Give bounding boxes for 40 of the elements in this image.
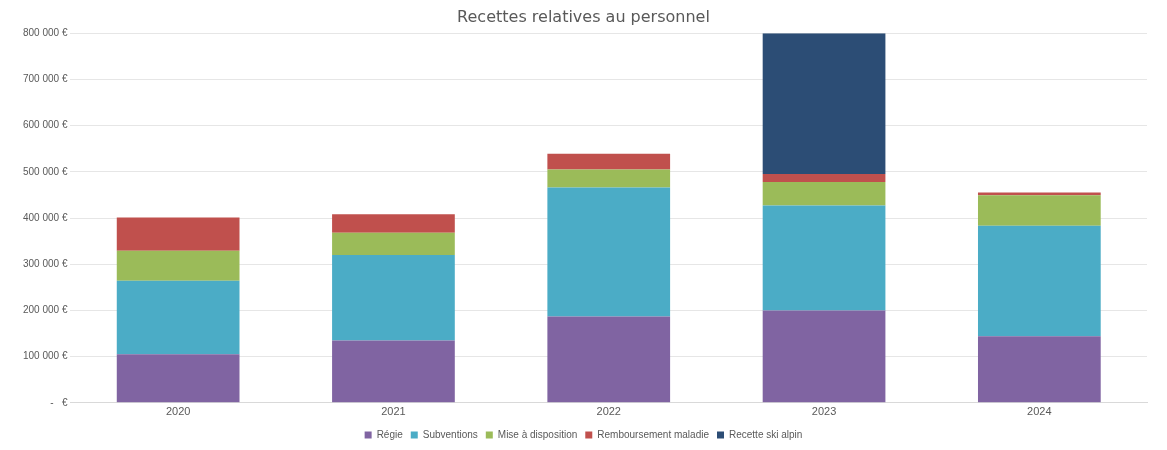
x-tick-label: 2020 [165, 405, 191, 418]
y-tick-label: 800 000 € [22, 26, 68, 38]
bar [762, 174, 886, 182]
chart-title: Recettes relatives au personnel [457, 6, 710, 26]
bar [332, 254, 455, 341]
bar [332, 214, 455, 233]
bar [762, 205, 886, 311]
y-tick-label: 200 000 € [22, 304, 68, 316]
bar [977, 195, 1101, 226]
bar [762, 33, 886, 175]
x-tick-label: 2021 [381, 405, 406, 418]
y-tick-label: 100 000 € [22, 350, 68, 362]
bar [977, 225, 1101, 337]
legend-label: Recette ski alpin [729, 428, 803, 440]
bar [116, 250, 240, 281]
y-tick-label: 400 000 € [22, 211, 68, 223]
legend-label: Remboursement maladie [597, 428, 710, 440]
bar [547, 169, 671, 188]
y-tick-label: 300 000 € [22, 257, 68, 269]
y-tick-label: 600 000 € [22, 119, 68, 131]
bar [762, 310, 886, 403]
y-tick-label: 700 000 € [22, 73, 68, 85]
bar [547, 187, 671, 317]
bar [332, 340, 455, 403]
bar [116, 280, 240, 355]
legend-label: Subventions [422, 428, 478, 440]
bar [547, 153, 671, 170]
bar [762, 181, 886, 206]
y-tick-label: - € [50, 396, 68, 408]
bar [116, 354, 240, 403]
bar [116, 217, 240, 251]
y-tick-label: 500 000 € [22, 165, 68, 177]
x-tick-label: 2024 [1027, 405, 1052, 418]
x-tick-label: 2022 [596, 405, 621, 418]
legend-label: Mise à disposition [497, 428, 578, 440]
bar [547, 316, 671, 403]
bar [977, 336, 1101, 403]
bar [332, 232, 455, 255]
x-tick-label: 2023 [811, 405, 837, 418]
legend-label: Régie [376, 428, 404, 440]
